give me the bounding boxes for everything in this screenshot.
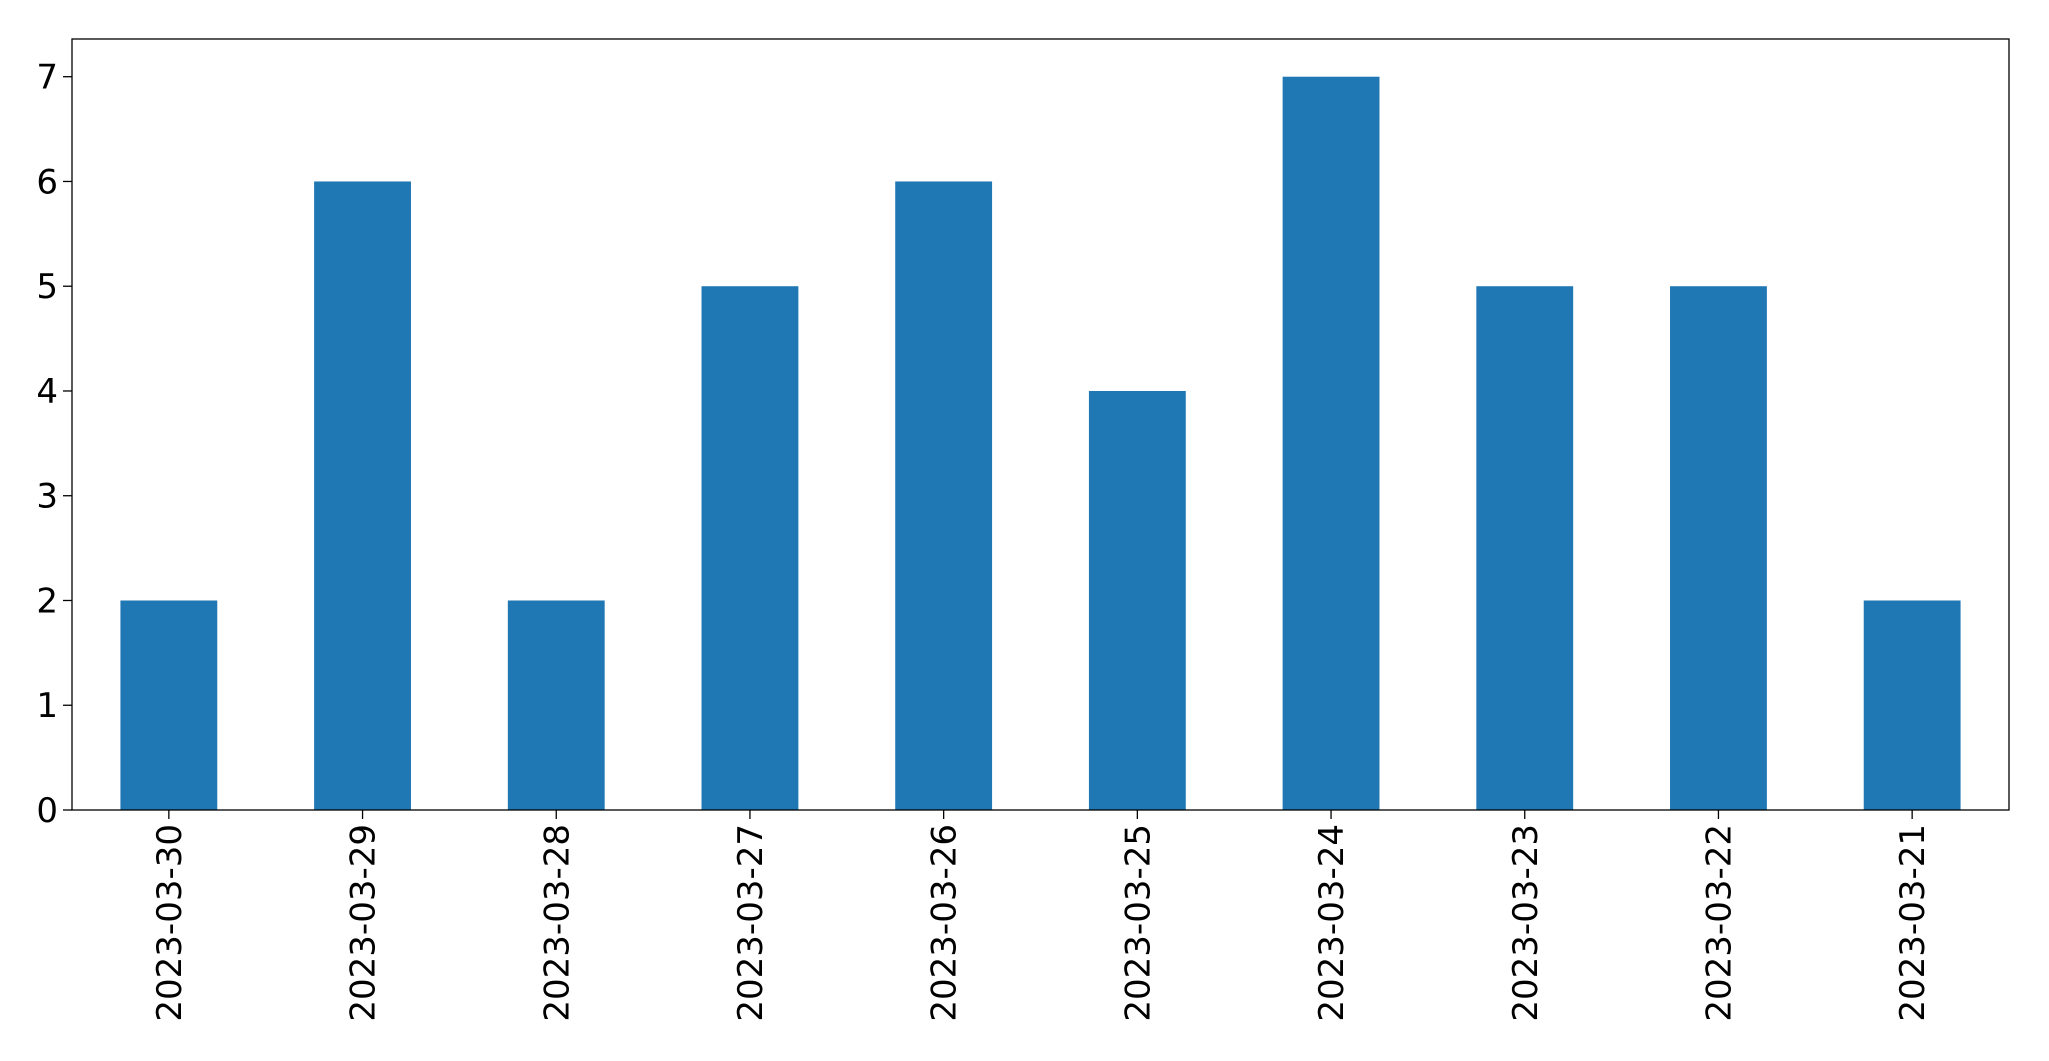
y-tick-label: 2 xyxy=(36,581,58,621)
y-tick-label: 5 xyxy=(36,267,58,307)
bar xyxy=(120,600,218,810)
y-tick-label: 4 xyxy=(36,372,58,412)
x-tick-label: 2023-03-27 xyxy=(731,824,771,1022)
x-tick-label: 2023-03-22 xyxy=(1699,824,1739,1022)
plot-area: 0 1 2 3 4 5 6 7 2023-03-30 2023-03-29 2023-03-28 20… xyxy=(36,58,1961,1022)
bar xyxy=(1670,286,1767,810)
bar xyxy=(1476,286,1574,810)
bar xyxy=(314,181,411,810)
y-tick-label: 0 xyxy=(36,791,58,831)
x-tick-label: 2023-03-24 xyxy=(1312,824,1352,1022)
y-tick-label: 7 xyxy=(36,58,58,98)
bar xyxy=(1863,600,1961,810)
x-tick-label: 2023-03-29 xyxy=(344,824,384,1022)
bar xyxy=(1088,390,1186,810)
y-tick-label: 1 xyxy=(36,686,58,726)
y-tick-label: 3 xyxy=(36,477,58,517)
plot-frame xyxy=(71,38,2010,811)
y-tick-label: 6 xyxy=(36,162,58,202)
bar xyxy=(895,181,993,810)
x-tick-label: 2023-03-23 xyxy=(1506,824,1546,1022)
x-tick-label: 2023-03-21 xyxy=(1893,824,1933,1022)
x-tick-label: 2023-03-26 xyxy=(925,824,965,1022)
x-tick-label: 2023-03-30 xyxy=(150,824,190,1022)
x-tick-label: 2023-03-25 xyxy=(1118,824,1158,1022)
bar xyxy=(507,600,605,810)
bar xyxy=(701,286,799,810)
x-tick-label: 2023-03-28 xyxy=(537,824,577,1022)
bar xyxy=(1282,76,1380,810)
